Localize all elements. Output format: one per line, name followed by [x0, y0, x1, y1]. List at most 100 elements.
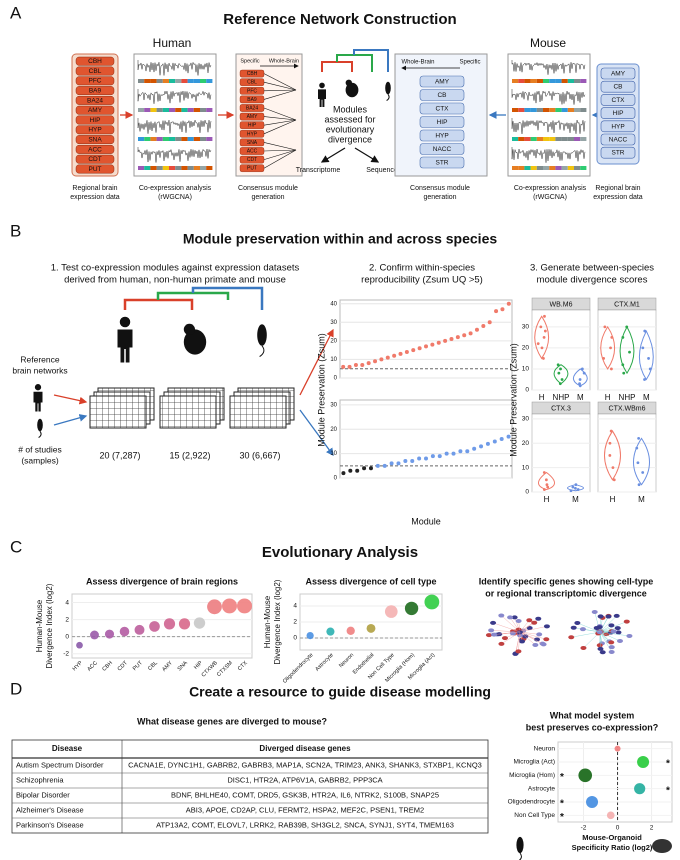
module-color-bar — [187, 79, 194, 83]
mouse-icon — [259, 345, 265, 358]
network-node — [526, 618, 533, 623]
network-edge — [519, 631, 536, 646]
panel-letter: A — [10, 3, 22, 22]
point — [628, 350, 631, 354]
module-color-bar — [512, 79, 519, 83]
point — [606, 811, 615, 820]
network-node — [501, 636, 508, 641]
point — [465, 449, 470, 454]
point — [542, 357, 545, 360]
network-node — [599, 650, 606, 655]
point — [546, 485, 550, 489]
table-cell: DISC1, HTR2A, ATP6V1A, GABRB2, PPP3CA — [227, 775, 382, 784]
monkey-icon — [183, 323, 195, 335]
y-tick-label: 30 — [330, 320, 337, 326]
table-frame — [11, 739, 489, 834]
panel-title: Create a resource to guide disease model… — [189, 684, 491, 700]
module-color-bar — [169, 166, 176, 170]
network-node — [543, 637, 550, 642]
point — [348, 468, 353, 473]
y-axis-label: Human-Mouse — [35, 599, 44, 652]
arrow — [53, 414, 88, 426]
region-label: AMY — [435, 79, 450, 86]
dataset-grid — [229, 395, 287, 429]
module-color-bar — [549, 79, 556, 83]
region-label: CBH — [247, 71, 258, 77]
point — [578, 378, 582, 381]
network-node — [526, 626, 533, 631]
network-edge — [519, 631, 547, 640]
plot-frame — [531, 413, 591, 493]
module-color-bar — [193, 166, 200, 170]
point — [424, 344, 428, 349]
point — [560, 378, 564, 381]
point — [424, 594, 440, 610]
dendrogram — [137, 118, 212, 134]
module-color-bar — [162, 108, 169, 112]
consensus-link — [263, 119, 297, 135]
region-label: CDT — [88, 156, 101, 163]
tree-red — [321, 61, 353, 72]
region-cell — [419, 116, 465, 128]
region-cell — [75, 76, 115, 86]
x-tick-label: CTXSM — [216, 660, 234, 678]
module-color-bar — [200, 79, 207, 83]
network-edge — [518, 631, 521, 652]
point — [462, 333, 467, 338]
module-color-bar — [512, 137, 519, 141]
module-color-bar — [200, 166, 207, 170]
chart-title: What model system — [550, 710, 635, 720]
module-color-bar — [150, 137, 157, 141]
network-edge — [493, 622, 521, 633]
module-color-bar — [524, 108, 531, 112]
consensus-link — [263, 116, 297, 121]
x-tick-label: NHP — [619, 393, 636, 402]
dendrogram — [137, 147, 212, 163]
violin — [638, 329, 654, 381]
mouse-icon — [385, 81, 391, 95]
reference-text: Reference — [20, 354, 59, 364]
point — [542, 488, 546, 491]
y-tick-label: 4 — [293, 603, 297, 610]
network-node — [515, 619, 522, 624]
module-color-bar — [549, 166, 556, 170]
y-axis-label: Human-Mouse — [263, 595, 272, 648]
consensus-link — [263, 142, 297, 151]
y-tick-label: 2 — [293, 619, 297, 626]
y-tick-label: -2 — [63, 650, 69, 657]
point — [569, 489, 573, 493]
point — [487, 320, 492, 325]
network-node — [596, 625, 603, 630]
center-text: Modules — [333, 104, 368, 114]
module-color-bar — [144, 166, 151, 170]
region-label: HIP — [90, 117, 101, 124]
point — [403, 458, 408, 463]
point — [499, 437, 504, 441]
network-edge — [599, 631, 612, 653]
network-node — [623, 619, 630, 624]
point — [366, 623, 376, 633]
point — [636, 461, 640, 465]
network-edge — [501, 631, 521, 645]
network-node — [580, 645, 587, 650]
module-color-bar — [543, 166, 550, 170]
x-tick-label: HYP — [72, 660, 84, 672]
point — [398, 351, 403, 356]
x-tick-label: Oligodendrocyte — [282, 652, 315, 685]
point — [76, 641, 83, 649]
table-cell: ABI3, APOE, CD2AP, CLU, FERMT2, HSPA2, M… — [186, 805, 424, 814]
table-header: Diverged disease genes — [259, 744, 351, 753]
module-color-bar — [561, 79, 568, 83]
caption: expression data — [593, 194, 643, 201]
module-color-bar — [175, 137, 182, 141]
point — [576, 488, 580, 491]
point — [539, 325, 543, 329]
network-node — [511, 615, 518, 620]
module-color-bar — [530, 108, 537, 112]
module-color-bar — [169, 79, 176, 83]
network-edge — [599, 631, 612, 643]
x-tick-label: CBH — [101, 660, 113, 672]
module-color-bar — [156, 108, 163, 112]
point — [643, 329, 647, 333]
